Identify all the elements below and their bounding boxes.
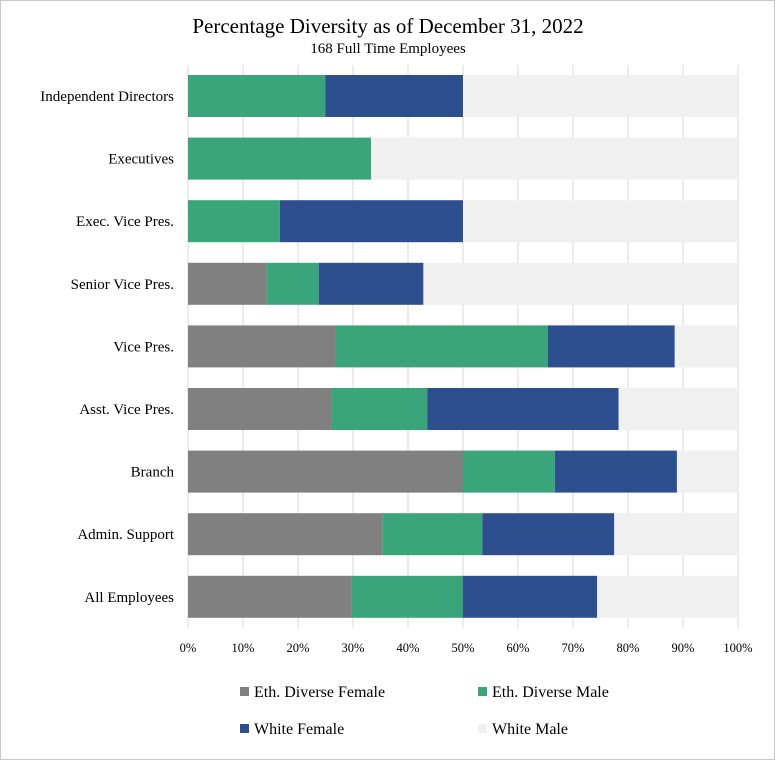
bar-segment xyxy=(618,388,738,430)
bar-segment xyxy=(423,262,738,305)
bar-segment xyxy=(188,262,267,305)
bar-segment xyxy=(614,513,738,556)
bar-segment xyxy=(279,200,463,243)
legend-swatch xyxy=(240,724,249,733)
bar-segment xyxy=(674,325,738,368)
bar-segment xyxy=(597,575,738,618)
category-label: Branch xyxy=(131,465,175,481)
x-tick-label: 10% xyxy=(232,641,255,655)
category-label: Independent Directors xyxy=(40,89,174,105)
bar-segment xyxy=(382,513,483,556)
x-tick-label: 30% xyxy=(342,641,365,655)
bar-segment xyxy=(325,75,463,117)
legend-label: Eth. Diverse Male xyxy=(492,684,609,701)
x-tick-label: 100% xyxy=(723,641,752,655)
legend-label: Eth. Diverse Female xyxy=(254,684,385,701)
bar-segment xyxy=(188,450,463,493)
x-tick-label: 40% xyxy=(397,641,420,655)
category-label: Senior Vice Pres. xyxy=(71,277,174,293)
bar-segment xyxy=(482,513,615,556)
bar-segment xyxy=(463,200,738,243)
bar-segment xyxy=(427,388,619,430)
x-tick-label: 60% xyxy=(507,641,530,655)
x-tick-labels: 0% 10% 20% 30% 40% 50% 60% 70% 80% 90% 100% xyxy=(180,641,753,655)
category-label: Exec. Vice Pres. xyxy=(76,214,174,230)
legend-label: White Male xyxy=(492,721,568,738)
legend-label: White Female xyxy=(254,721,344,738)
category-label: Asst. Vice Pres. xyxy=(79,402,174,418)
category-label: All Employees xyxy=(84,590,174,606)
bar-segment xyxy=(676,450,738,493)
x-tick-label: 0% xyxy=(180,641,197,655)
x-tick-label: 90% xyxy=(672,641,695,655)
bar-segment xyxy=(188,200,280,243)
category-label: Executives xyxy=(108,152,174,168)
bar-segment xyxy=(188,137,372,180)
bar-segment xyxy=(266,262,319,305)
bar-segment xyxy=(188,513,383,556)
bar-segment xyxy=(318,262,424,305)
bar-segment xyxy=(463,450,555,493)
chart-title: Percentage Diversity as of December 31, … xyxy=(192,14,583,38)
bars-group xyxy=(188,75,738,618)
bar-segment xyxy=(371,137,738,180)
x-tick-label: 80% xyxy=(617,641,640,655)
bar-segment xyxy=(188,325,336,368)
bar-segment xyxy=(188,388,332,430)
bar-segment xyxy=(351,575,463,618)
category-labels: Independent Directors Executives Exec. Vic… xyxy=(40,89,175,606)
category-label: Admin. Support xyxy=(77,527,175,543)
legend-swatch xyxy=(240,687,249,696)
chart-subtitle: 168 Full Time Employees xyxy=(310,41,466,57)
bar-segment xyxy=(463,575,598,618)
legend-swatch xyxy=(478,724,487,733)
bar-segment xyxy=(188,575,352,618)
bar-segment xyxy=(463,75,738,117)
bar-segment xyxy=(547,325,675,368)
legend-swatch xyxy=(478,687,487,696)
bar-segment xyxy=(554,450,677,493)
bar-segment xyxy=(331,388,428,430)
category-label: Vice Pres. xyxy=(113,339,174,355)
x-tick-label: 50% xyxy=(452,641,475,655)
bar-segment xyxy=(335,325,548,368)
legend: Eth. Diverse Female Eth. Diverse Male Whit… xyxy=(240,684,609,738)
bar-segment xyxy=(188,75,326,117)
x-tick-label: 20% xyxy=(287,641,310,655)
x-tick-label: 70% xyxy=(562,641,585,655)
